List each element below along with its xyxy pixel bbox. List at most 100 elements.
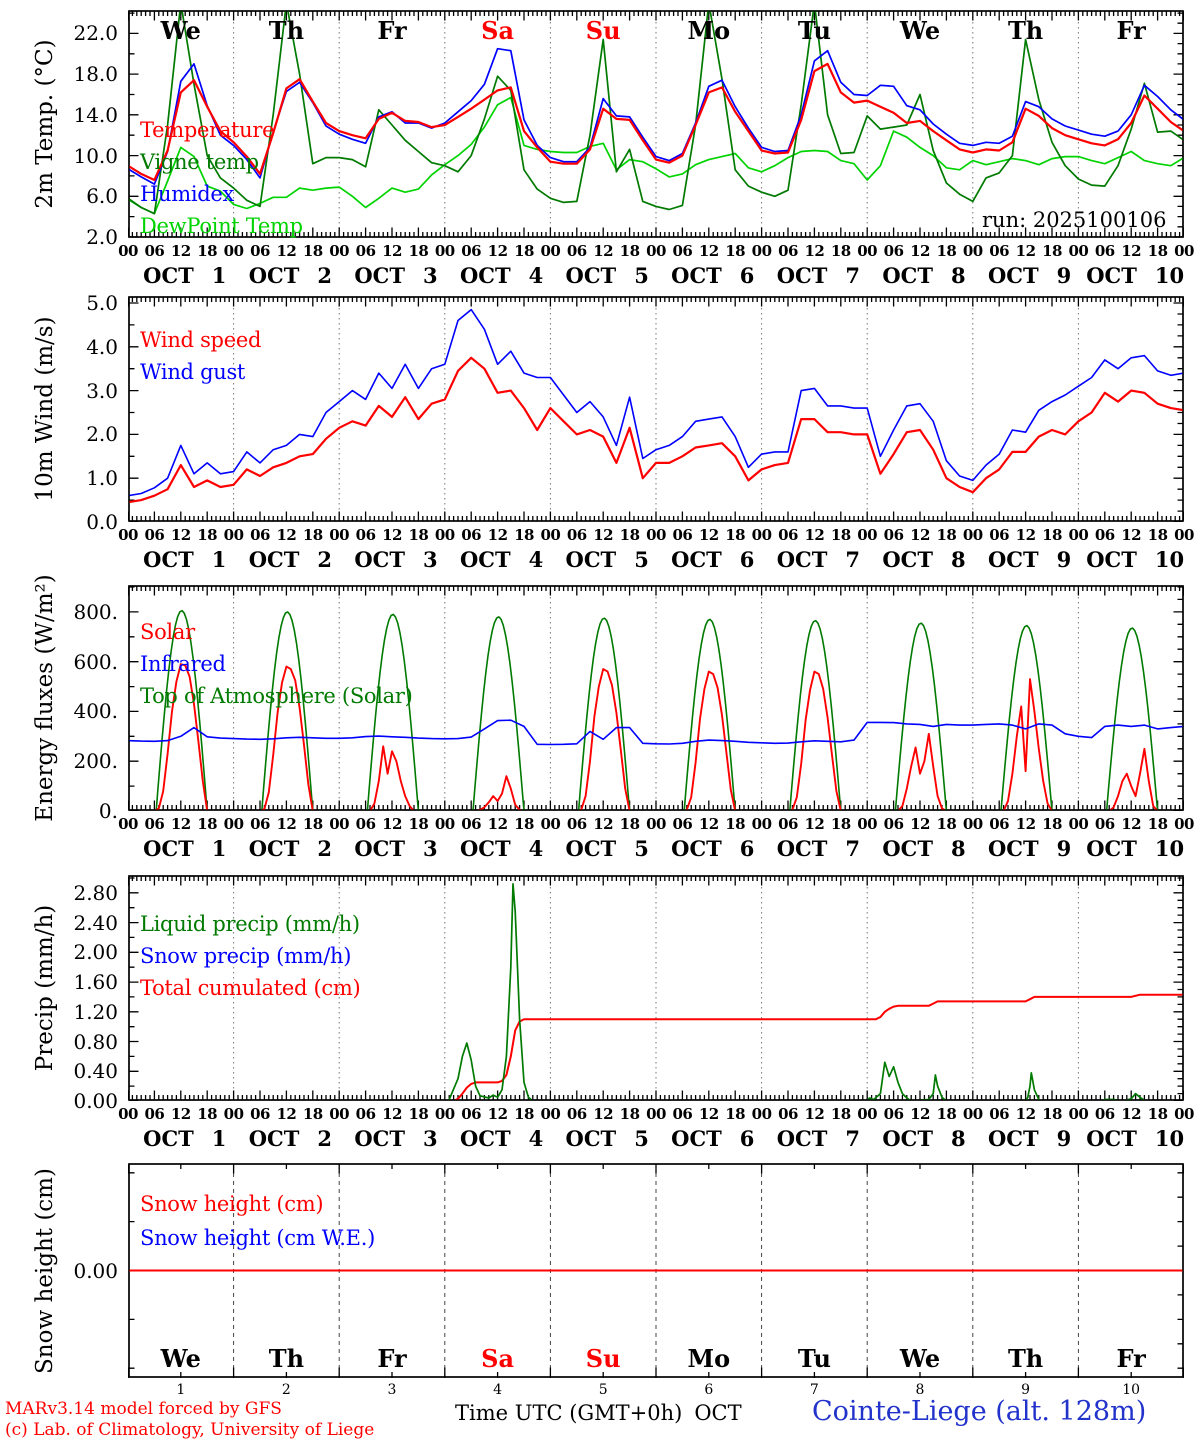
- hour-tick-label: 06: [355, 526, 376, 544]
- hour-tick-label: 12: [1121, 815, 1142, 833]
- hour-tick-label: 18: [1147, 1105, 1168, 1123]
- hour-tick-label: 06: [250, 526, 270, 544]
- hour-tick-label: 18: [302, 526, 323, 544]
- date-label: OCT 8: [882, 1126, 965, 1151]
- dayofweek-label-temp: Th: [268, 16, 305, 45]
- hour-tick-label: 18: [408, 526, 429, 544]
- temp-ytick-label: 6.0: [86, 184, 118, 209]
- hour-tick-label: 00: [1174, 815, 1194, 833]
- date-month: OCT: [776, 1126, 828, 1151]
- date-label: OCT 3: [354, 1126, 437, 1151]
- date-label: OCT 5: [566, 836, 649, 861]
- date-daynum: 8: [951, 1126, 966, 1151]
- hour-tick-label: 06: [144, 242, 165, 260]
- footer-day-number: 2: [281, 1382, 291, 1398]
- dayofweek-label-temp: Th: [1007, 16, 1044, 45]
- hour-tick-label: 00: [646, 1105, 666, 1123]
- wind-panel-plot: [128, 296, 1184, 522]
- hour-tick-label: 06: [250, 242, 270, 260]
- hour-tick-label: 06: [461, 242, 482, 260]
- precip-legend-liquid-precip-mm-h-: Liquid precip (mm/h): [140, 912, 360, 936]
- date-label: OCT 7: [777, 547, 860, 572]
- date-label: OCT 5: [566, 263, 649, 288]
- date-daynum: 9: [1056, 263, 1072, 288]
- hour-tick-label: 18: [1147, 526, 1168, 544]
- footer-day-number: 4: [493, 1382, 503, 1398]
- hour-tick-label: 12: [382, 242, 402, 260]
- date-month: OCT: [671, 547, 722, 572]
- hour-tick-label: 18: [197, 242, 218, 260]
- hour-tick-label: 06: [883, 1105, 904, 1123]
- wind-ytick-label: 3.0: [86, 378, 118, 403]
- hour-tick-label: 18: [302, 242, 323, 260]
- hour-tick-label: 06: [778, 242, 798, 260]
- date-label: OCT 6: [671, 1126, 754, 1151]
- date-month: OCT: [987, 1126, 1039, 1151]
- date-label: OCT 7: [777, 1126, 860, 1151]
- hour-tick-label: 18: [1042, 1105, 1062, 1123]
- hour-tick-label: 12: [804, 242, 825, 260]
- date-month: OCT: [565, 547, 617, 572]
- hour-tick-label: 06: [778, 815, 798, 833]
- hour-tick-label: 12: [804, 1105, 825, 1123]
- date-month: OCT: [565, 263, 617, 288]
- hour-tick-label: 06: [566, 526, 587, 544]
- precip-ytick-label: 1.20: [73, 999, 118, 1024]
- hour-tick-label: 00: [751, 242, 772, 260]
- hour-tick-label: 12: [1015, 526, 1036, 544]
- hour-tick-label: 00: [857, 526, 878, 544]
- temp-ytick-label: 2.0: [86, 224, 118, 249]
- dayofweek-label-temp: Tu: [797, 16, 831, 45]
- hour-tick-label: 18: [936, 526, 957, 544]
- hour-tick-label: 06: [778, 526, 798, 544]
- hour-tick-label: 06: [1094, 242, 1115, 260]
- wind-ytick-label: 1.0: [86, 466, 118, 491]
- date-label: OCT 4: [460, 547, 543, 572]
- hour-tick-label: 12: [382, 815, 402, 833]
- hour-tick-label: 18: [1042, 815, 1062, 833]
- hour-tick-label: 00: [646, 526, 666, 544]
- hour-tick-label: 18: [1042, 526, 1062, 544]
- date-month: OCT: [354, 836, 406, 861]
- date-daynum: 2: [317, 547, 333, 572]
- footer-day-number: 7: [809, 1382, 819, 1398]
- hour-tick-label: 12: [382, 1105, 402, 1123]
- hour-tick-label: 12: [487, 526, 508, 544]
- energy-panel-plot: [128, 585, 1184, 811]
- temp-ytick-label: 14.0: [73, 102, 118, 127]
- hour-tick-label: 00: [751, 1105, 772, 1123]
- hour-tick-label: 12: [804, 526, 825, 544]
- hour-tick-label: 00: [434, 1105, 455, 1123]
- precip-series-total-cumulated-cm-: [454, 993, 1183, 1100]
- date-label: OCT 3: [354, 547, 437, 572]
- date-month: OCT: [776, 263, 828, 288]
- hour-tick-label: 18: [1042, 242, 1062, 260]
- precip-ytick-label: 1.60: [73, 970, 118, 995]
- hour-tick-label: 12: [1121, 526, 1142, 544]
- footer-day-number: 1: [176, 1382, 186, 1398]
- hour-tick-label: 00: [1068, 242, 1089, 260]
- hour-tick-label: 00: [751, 815, 772, 833]
- temp-series-temperature: [129, 62, 1183, 182]
- dayofweek-label-temp: Fr: [377, 16, 407, 45]
- date-label: OCT 10: [1086, 547, 1184, 572]
- date-daynum: 7: [845, 263, 861, 288]
- dayofweek-label-snow: Tu: [797, 1344, 831, 1373]
- hour-tick-label: 12: [276, 526, 297, 544]
- hour-tick-label: 18: [936, 242, 957, 260]
- hour-tick-label: 00: [329, 1105, 350, 1123]
- footer-station-label: Cointe-Liege (alt. 128m): [812, 1396, 1147, 1427]
- precip-series-liquid-precip-mm-h-: [446, 883, 1145, 1100]
- date-label: OCT 10: [1086, 1126, 1184, 1151]
- date-label: OCT 2: [249, 836, 332, 861]
- date-month: OCT: [671, 263, 722, 288]
- date-month: OCT: [143, 263, 194, 288]
- precip-ytick-label: 2.40: [73, 910, 118, 935]
- footer-day-number: 3: [387, 1382, 397, 1398]
- hour-tick-label: 06: [989, 1105, 1010, 1123]
- hour-tick-label: 18: [936, 1105, 957, 1123]
- hour-tick-label: 18: [619, 526, 640, 544]
- hour-tick-label: 12: [487, 1105, 508, 1123]
- energy-series-infrared: [129, 719, 1183, 746]
- date-daynum: 4: [528, 836, 544, 861]
